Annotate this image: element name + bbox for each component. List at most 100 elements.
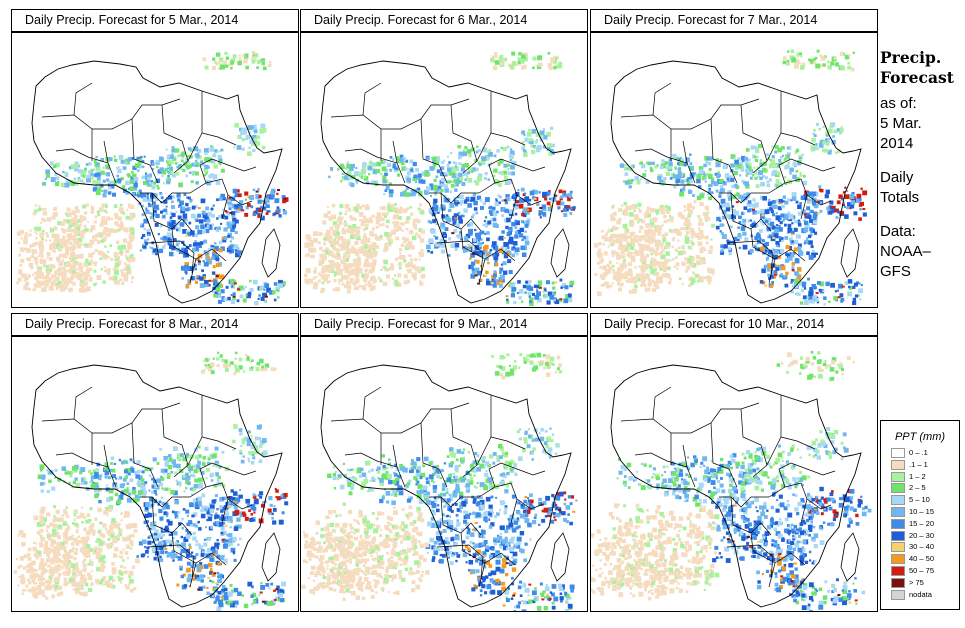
panel-title: Daily Precip. Forecast for 6 Mar., 2014: [300, 9, 588, 32]
precip-field: [13, 351, 289, 611]
country-border: [436, 240, 484, 274]
legend-item: 20 – 30: [881, 530, 959, 542]
precip-field: [16, 51, 289, 306]
country-border: [92, 402, 181, 434]
country-border: [710, 118, 738, 184]
precip-field: [591, 350, 872, 611]
coastline: [610, 364, 862, 608]
country-border: [478, 258, 486, 284]
country-border: [682, 140, 688, 164]
country-border: [768, 258, 776, 284]
legend-label: 0 – .1: [909, 448, 928, 457]
legend-label: 15 – 20: [909, 518, 935, 528]
legend-item: 10 – 15: [881, 506, 959, 518]
country-border: [490, 436, 526, 450]
legend-swatch: [891, 554, 905, 565]
forecast-panel: Daily Precip. Forecast for 7 Mar., 2014: [590, 9, 878, 308]
legend-item: 50 – 75: [881, 565, 959, 577]
africa-map-svg: [591, 350, 872, 611]
precip-map: [11, 32, 299, 308]
country-border: [381, 402, 470, 434]
country-border: [719, 192, 769, 204]
legend-swatch: [891, 506, 905, 517]
country-border: [392, 444, 398, 468]
panel-title: Daily Precip. Forecast for 5 Mar., 2014: [11, 9, 299, 32]
africa-map-svg: [301, 352, 578, 611]
totals-label-1: Daily: [880, 169, 914, 186]
country-border: [55, 148, 117, 184]
country-border: [671, 98, 760, 130]
country-border: [147, 240, 195, 274]
madagascar-outline: [550, 532, 570, 582]
country-border: [189, 482, 229, 524]
forecast-panel: Daily Precip. Forecast for 6 Mar., 2014: [300, 9, 588, 308]
totals-label-2: Totals: [880, 189, 920, 206]
country-border: [420, 422, 448, 488]
country-border: [41, 114, 93, 161]
country-border: [516, 498, 542, 510]
country-border: [652, 82, 672, 116]
precip-map: [590, 32, 878, 308]
legend-swatch: [891, 448, 905, 458]
legend-swatch: [891, 589, 905, 600]
country-border: [429, 496, 479, 508]
country-border: [780, 132, 816, 146]
country-border: [671, 402, 760, 434]
country-border: [73, 386, 93, 420]
africa-map-svg: [13, 351, 289, 611]
legend-item: 1 – 2: [881, 471, 959, 483]
legend-item: 15 – 20: [881, 518, 959, 530]
country-border: [131, 422, 159, 488]
country-border: [199, 158, 257, 184]
country-border: [726, 240, 774, 274]
forecast-panel: Daily Precip. Forecast for 5 Mar., 2014: [11, 9, 299, 308]
country-border: [147, 544, 195, 578]
country-border: [140, 192, 190, 204]
legend-label: 30 – 40: [909, 542, 935, 552]
legend-item: 0 – .1: [881, 447, 959, 459]
country-border: [344, 452, 406, 488]
data-source-2: GFS: [880, 263, 911, 280]
coastline: [610, 60, 862, 304]
legend-label: 1 – 2: [909, 471, 926, 481]
legend-item: 5 – 10: [881, 494, 959, 506]
country-border: [429, 192, 479, 204]
country-border: [140, 496, 190, 508]
forecast-panel: Daily Precip. Forecast for 10 Mar., 2014: [590, 313, 878, 612]
country-border: [161, 104, 189, 174]
country-border: [436, 544, 484, 578]
country-border: [199, 462, 257, 488]
country-border: [420, 118, 448, 184]
legend-swatch: [891, 471, 905, 482]
country-border: [478, 178, 518, 220]
africa-map-svg: [593, 49, 868, 306]
africa-map-svg: [304, 51, 576, 307]
legend-item: > 75: [881, 577, 959, 589]
country-border: [161, 408, 189, 478]
country-border: [634, 148, 696, 184]
country-border: [201, 436, 237, 450]
panel-title: Daily Precip. Forecast for 7 Mar., 2014: [590, 9, 878, 32]
precip-field: [593, 49, 868, 306]
legend-item: nodata: [881, 589, 959, 601]
madagascar-outline: [261, 228, 281, 278]
madagascar-outline: [261, 532, 281, 582]
sidebar-info: Precip. Forecast as of: 5 Mar. 2014 Dail…: [880, 48, 964, 282]
country-border: [768, 562, 776, 588]
legend-swatch: [891, 530, 905, 541]
legend-swatch: [891, 518, 905, 529]
country-border: [41, 418, 93, 465]
country-border: [227, 194, 253, 206]
precip-map: [11, 336, 299, 612]
forecast-panel: Daily Precip. Forecast for 8 Mar., 2014: [11, 313, 299, 612]
country-border: [516, 194, 542, 206]
country-border: [103, 140, 109, 164]
asof-label: as of:: [880, 95, 917, 112]
country-border: [189, 258, 197, 284]
madagascar-outline: [550, 228, 570, 278]
country-border: [73, 82, 93, 116]
country-border: [710, 422, 738, 488]
panel-title: Daily Precip. Forecast for 9 Mar., 2014: [300, 313, 588, 336]
country-border: [381, 98, 470, 130]
country-border: [201, 132, 237, 146]
